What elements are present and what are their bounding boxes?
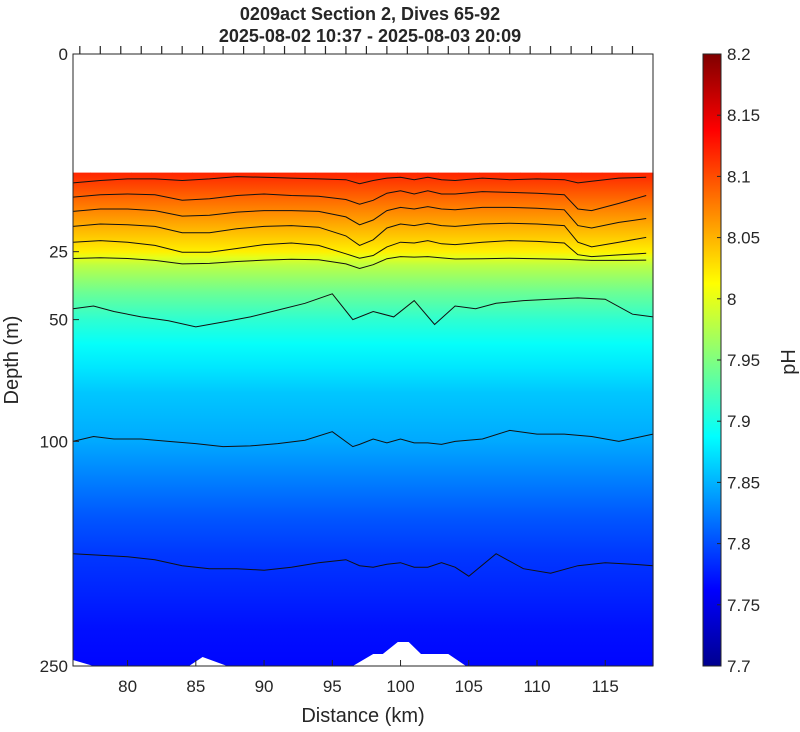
x-tick-label: 100 bbox=[386, 677, 414, 696]
dive-profile-column bbox=[110, 172, 132, 667]
no-data-region bbox=[73, 660, 94, 666]
colorbar-tick-label: 8.15 bbox=[727, 106, 760, 125]
dive-profile-column bbox=[131, 172, 153, 667]
colorbar-tick-label: 7.95 bbox=[727, 351, 760, 370]
dive-profile-column bbox=[335, 172, 357, 667]
y-axis-label: Depth (m) bbox=[1, 316, 23, 405]
colorbar-ticks: 8.2 8.15 8.1 8.05 8 7.95 7.9 7.85 7.8 7.75 7.7 bbox=[717, 45, 760, 676]
x-tick-label: 110 bbox=[523, 677, 550, 696]
x-tick-label: 85 bbox=[186, 677, 205, 696]
colorbar-tick-label: 7.75 bbox=[727, 596, 760, 615]
dive-profile-column bbox=[499, 172, 521, 667]
contour-line bbox=[72, 206, 647, 229]
colorbar-tick-label: 8 bbox=[727, 290, 736, 309]
colorbar-tick-label: 8.05 bbox=[727, 229, 760, 248]
dive-profile-column bbox=[192, 172, 214, 667]
dive-profile-column bbox=[458, 172, 480, 667]
x-tick-label: 80 bbox=[118, 677, 137, 696]
y-tick-label: 50 bbox=[49, 311, 68, 330]
x-tick-label: 95 bbox=[323, 677, 342, 696]
y-tick-label: 0 bbox=[59, 45, 68, 64]
dive-profile-column bbox=[540, 172, 562, 667]
dive-profile-column bbox=[356, 172, 378, 667]
dive-profile-column bbox=[479, 172, 501, 667]
y-tick-label: 250 bbox=[40, 657, 68, 676]
contour-line bbox=[72, 176, 647, 185]
dive-profile-column bbox=[519, 172, 542, 667]
dive-profile-column bbox=[151, 172, 173, 667]
y-axis: 0 25 50 100 250 bbox=[40, 45, 79, 676]
dive-profile-column bbox=[438, 172, 460, 667]
y-tick-label: 25 bbox=[49, 243, 68, 262]
colorbar-tick-label: 7.7 bbox=[727, 657, 751, 676]
contour-line bbox=[72, 190, 647, 212]
dive-profile-column bbox=[601, 172, 623, 667]
dive-profile-column bbox=[315, 172, 337, 667]
x-axis-label: Distance (km) bbox=[301, 705, 424, 727]
contour-line bbox=[72, 240, 647, 259]
no-data-mask bbox=[73, 642, 466, 666]
plot-area bbox=[72, 53, 654, 667]
dive-profile-column bbox=[560, 172, 582, 667]
chart-title-line-1: 0209act Section 2, Dives 65-92 bbox=[240, 4, 500, 24]
contour-line bbox=[72, 429, 654, 448]
dive-profile-column bbox=[253, 172, 275, 667]
dive-position-ticks bbox=[79, 46, 634, 54]
colorbar-tick-label: 7.85 bbox=[727, 473, 760, 492]
colorbar-tick-label: 7.9 bbox=[727, 412, 751, 431]
colorbar-tick-label: 8.2 bbox=[727, 45, 751, 64]
dive-profile-column bbox=[294, 172, 316, 667]
x-tick-label: 115 bbox=[592, 677, 619, 696]
dive-profile-column bbox=[171, 172, 194, 667]
colorbar-label: pH bbox=[778, 349, 800, 375]
colorbar: 8.2 8.15 8.1 8.05 8 7.95 7.9 7.85 7.8 7.75 7.7 bbox=[702, 45, 760, 676]
dive-profile-column bbox=[581, 172, 603, 667]
dive-profile-column bbox=[90, 172, 112, 667]
dive-profile-column bbox=[622, 172, 654, 667]
ph-field bbox=[73, 172, 654, 667]
plot-frame bbox=[72, 53, 654, 667]
contour-line bbox=[72, 293, 654, 328]
x-axis: 80 85 90 95 100 105 110 115 bbox=[118, 660, 619, 696]
contour-line bbox=[72, 553, 654, 577]
contour-line bbox=[72, 222, 647, 248]
dive-profile-column bbox=[274, 172, 296, 667]
colorbar-tick-label: 8.1 bbox=[727, 167, 751, 186]
no-data-region bbox=[189, 657, 228, 666]
dive-profile-column bbox=[417, 172, 439, 667]
dive-profile-column bbox=[397, 172, 419, 667]
dive-profile-column bbox=[233, 172, 255, 667]
chart-title-line-2: 2025-08-02 10:37 - 2025-08-03 20:09 bbox=[219, 26, 521, 46]
contour-lines bbox=[72, 176, 654, 577]
no-data-region bbox=[352, 642, 466, 666]
contour-line bbox=[72, 256, 647, 270]
dive-profile-column bbox=[212, 172, 234, 667]
dive-profile-column bbox=[376, 172, 398, 667]
x-tick-label: 90 bbox=[255, 677, 274, 696]
y-tick-label: 100 bbox=[40, 432, 68, 451]
dive-profile-column bbox=[73, 172, 91, 667]
x-tick-label: 105 bbox=[455, 677, 483, 696]
colorbar-tick-label: 7.8 bbox=[727, 535, 751, 554]
